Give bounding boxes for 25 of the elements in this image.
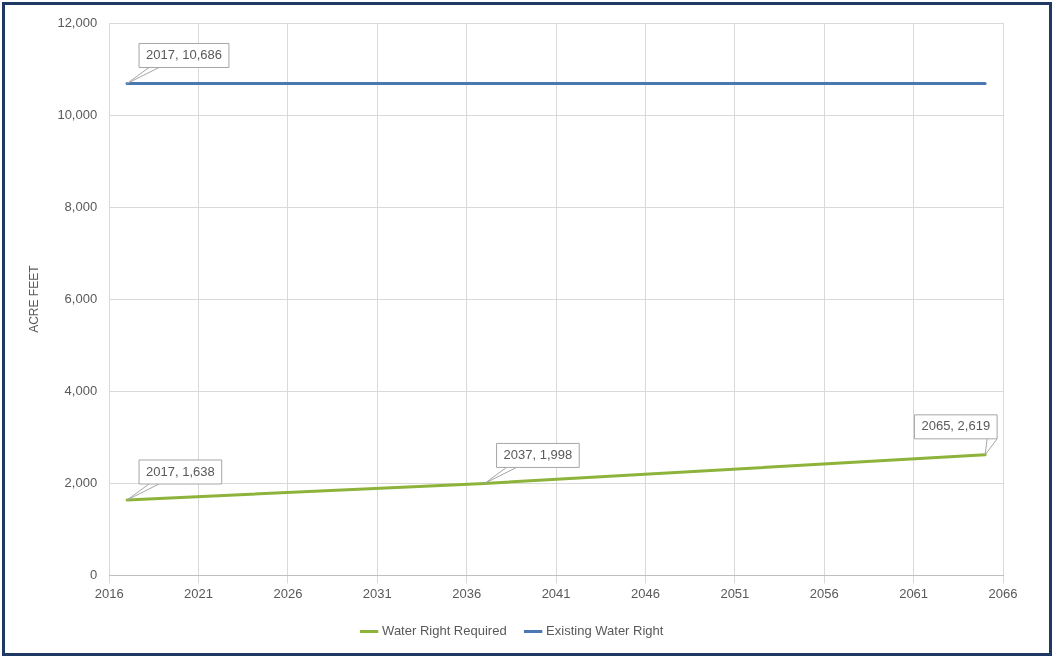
y-tick-label: 6,000 xyxy=(64,290,98,306)
y-tick-label: 10,000 xyxy=(57,106,98,122)
x-tick-label: 2026 xyxy=(273,585,303,601)
annotation: 2065, 2,619 xyxy=(921,418,991,434)
x-tick-label: 2036 xyxy=(452,585,482,601)
x-tick-label: 2056 xyxy=(809,585,839,601)
x-tick-label: 2051 xyxy=(720,585,750,601)
y-tick-label: 8,000 xyxy=(64,198,98,214)
y-tick-label: 12,000 xyxy=(57,14,98,30)
x-tick-label: 2046 xyxy=(631,585,660,601)
legend-label: Water Right Required xyxy=(382,623,507,639)
legend-label: Existing Water Right xyxy=(546,623,664,639)
annotation: 2037, 1,998 xyxy=(503,447,573,462)
annotation: 2017, 10,686 xyxy=(146,47,222,63)
x-tick-label: 2061 xyxy=(899,585,929,601)
x-tick-label: 2041 xyxy=(541,585,571,601)
y-tick-label: 0 xyxy=(89,566,98,582)
x-tick-label: 2031 xyxy=(362,585,392,601)
y-tick-label: 4,000 xyxy=(64,382,98,398)
y-tick-label: 2,000 xyxy=(64,474,98,490)
annotation: 2017, 1,638 xyxy=(146,463,215,479)
x-tick-label: 2021 xyxy=(184,585,214,601)
x-tick-label: 2066 xyxy=(988,585,1018,601)
y-axis-title: ACRE FEET xyxy=(26,264,41,333)
x-tick-label: 2016 xyxy=(94,585,124,601)
